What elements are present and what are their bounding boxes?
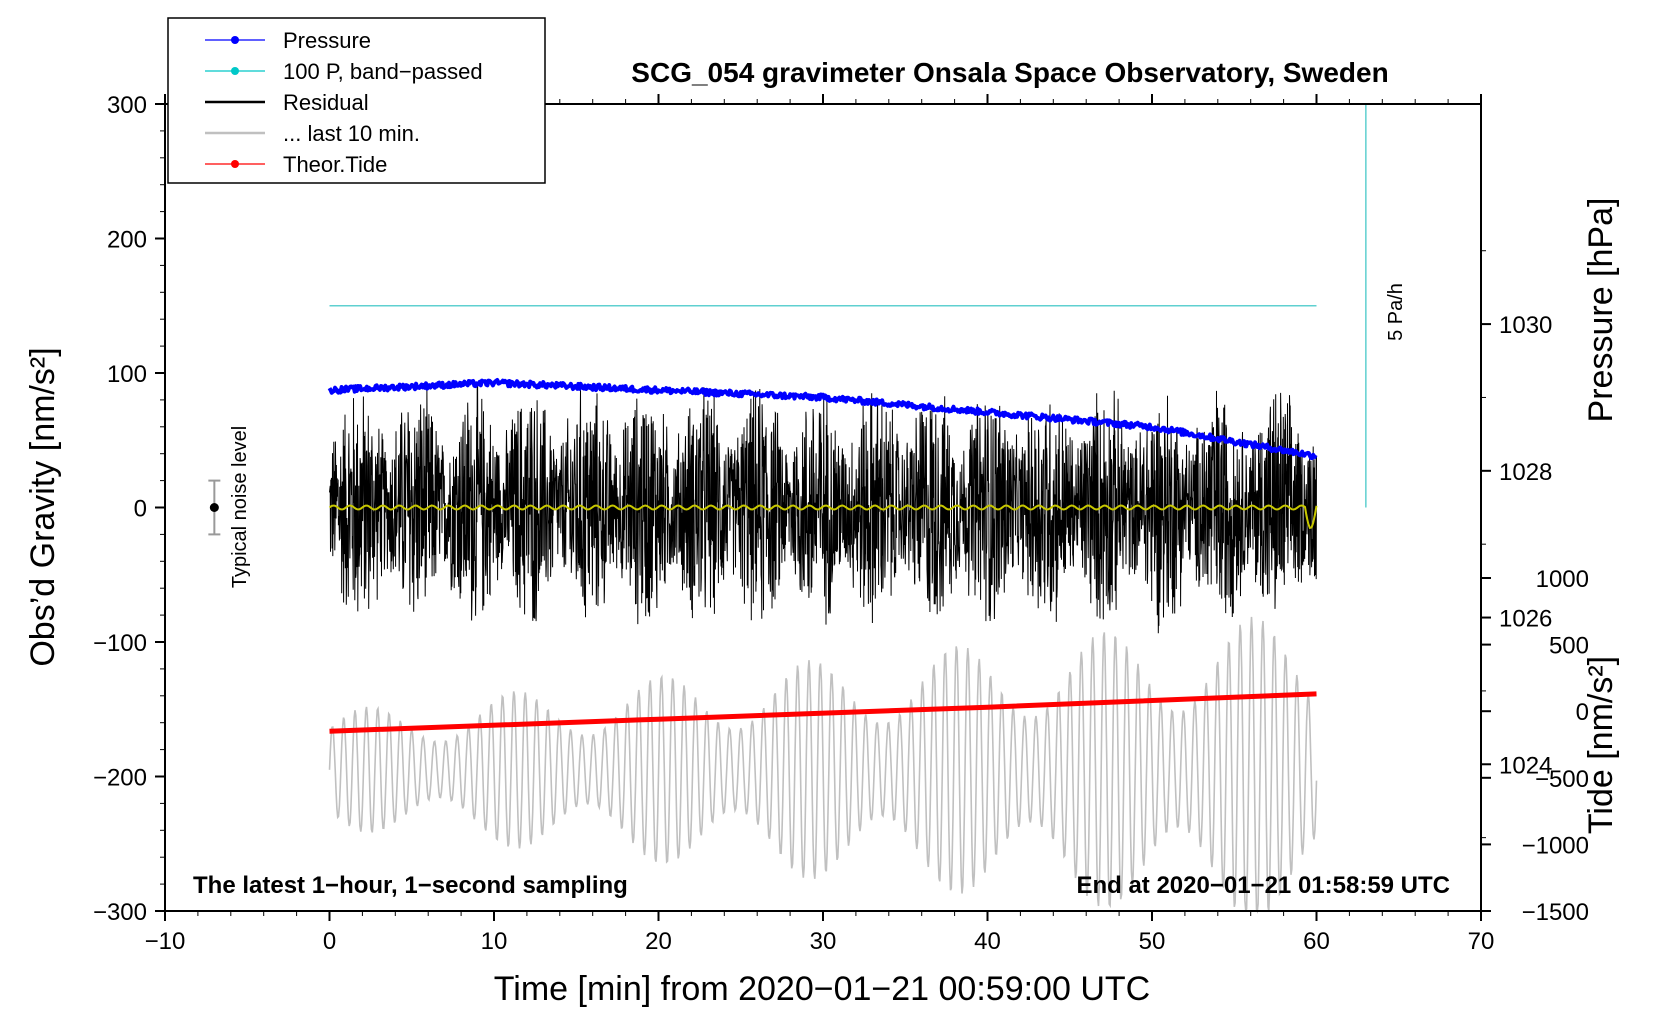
tide-tick-label: 1000 [1536, 566, 1589, 593]
pressure-tick-label: 1024 [1499, 752, 1552, 779]
tide-tick-label: 0 [1576, 699, 1589, 726]
series-layer [208, 104, 1367, 914]
tide-tick-label: −1500 [1522, 899, 1589, 926]
x-tick-label: 60 [1303, 928, 1330, 955]
y-axis-title-tide: Tide [nm/s²] [1582, 656, 1620, 834]
x-tick-label: 30 [810, 928, 837, 955]
legend-dot [231, 160, 239, 168]
legend-dot [231, 36, 239, 44]
x-tick-label: 20 [645, 928, 672, 955]
y-tick-label: 0 [134, 496, 147, 523]
tide-tick-label: −500 [1535, 766, 1589, 793]
series-theor-tide [329, 691, 1317, 734]
legend-label: Residual [283, 90, 369, 115]
series-residual-smoothed [328, 504, 1318, 530]
legend-box [167, 17, 546, 184]
legend-items: Pressure 100 P, band−passed Residual ... la… [205, 28, 483, 177]
legend-label: Pressure [283, 28, 371, 53]
x-tick-label: 10 [481, 928, 508, 955]
noise-level-dot [209, 503, 219, 512]
noise-level-label: Typical noise level [229, 426, 251, 588]
y-tick-label: 300 [107, 92, 147, 119]
y-tick-label: −100 [93, 630, 147, 657]
pa-scale-label: 5 Pa/h [1385, 283, 1407, 341]
legend: Pressure 100 P, band−passed Residual ... la… [167, 17, 546, 184]
y-tick-label: 100 [107, 361, 147, 388]
x-axis-title: Time [min] from 2020−01−21 00:59:00 UTC [494, 970, 1150, 1008]
chart-title: SCG_054 gravimeter Onsala Space Observat… [631, 57, 1388, 88]
legend-dot [231, 67, 239, 75]
y-axis-title-pressure: Pressure [hPa] [1582, 198, 1620, 423]
series-pressure [327, 378, 1318, 461]
y-tick-label: −300 [93, 899, 147, 926]
annotation-end-time: End at 2020−01−21 01:58:59 UTC [1076, 872, 1450, 899]
pressure-tick-label: 1028 [1499, 459, 1552, 486]
y-axis-title-left: Obs’d Gravity [nm/s²] [24, 347, 62, 666]
legend-label: Theor.Tide [283, 152, 387, 177]
legend-label: 100 P, band−passed [283, 59, 483, 84]
x-tick-label: 70 [1468, 928, 1495, 955]
x-tick-label: 50 [1139, 928, 1166, 955]
legend-label: ... last 10 min. [283, 121, 420, 146]
series-last-10-min [328, 616, 1318, 914]
series-residual [329, 384, 1317, 634]
y-tick-label: −200 [93, 765, 147, 792]
pressure-tick-label: 1030 [1499, 312, 1552, 339]
ticks-layer: −10 0 10 20 30 40 50 60 703002001000−100−200−300… [93, 92, 1589, 955]
x-tick-label: 0 [323, 928, 336, 955]
tide-tick-label: 500 [1549, 633, 1589, 660]
x-tick-label: −10 [145, 928, 186, 955]
x-tick-label: 40 [974, 928, 1001, 955]
pressure-tick-label: 1026 [1499, 606, 1552, 633]
tide-tick-label: −1000 [1522, 832, 1589, 859]
y-tick-label: 200 [107, 227, 147, 254]
annotation-latest-hour: The latest 1−hour, 1−second sampling [193, 872, 628, 899]
